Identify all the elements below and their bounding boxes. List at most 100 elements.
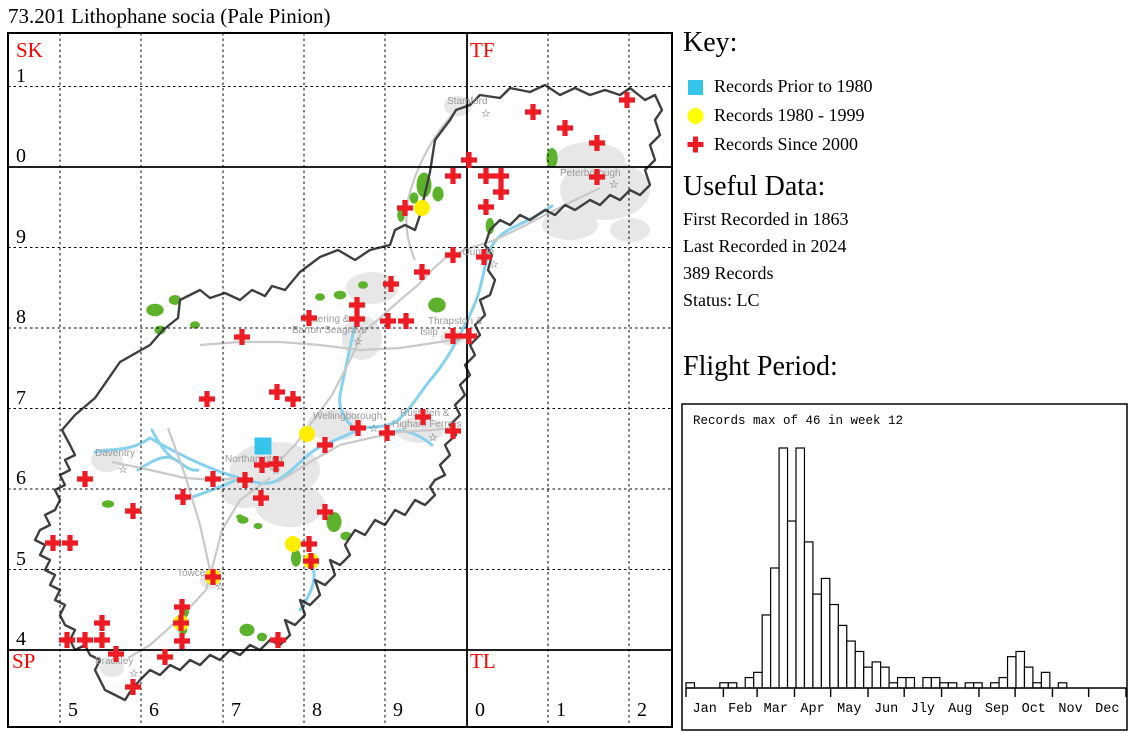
town-label: Oundle [462, 247, 495, 258]
town-label-line2: Islip [420, 327, 438, 338]
record-marker-since-2000 [175, 489, 191, 505]
flight-week-bar [922, 676, 932, 689]
grid-letter-label: SK [16, 38, 43, 62]
record-marker-since-2000 [478, 199, 494, 215]
flight-week-bar [1040, 671, 1051, 689]
woodland-patch [291, 549, 301, 567]
record-marker-since-2000 [199, 391, 215, 407]
record-marker-since-2000 [173, 615, 189, 632]
woodland-patch [358, 281, 368, 289]
grid-col-number: 2 [637, 699, 647, 721]
flight-week-bar [854, 650, 865, 689]
month-label: Jan [693, 702, 717, 717]
flight-week-bar [947, 682, 958, 689]
flight-week-bar [719, 682, 729, 689]
record-marker-since-2000 [124, 679, 141, 696]
flight-week-bar [998, 676, 1009, 689]
town-label: Kettering & [300, 314, 350, 325]
county-boundary [33, 83, 664, 702]
town-label: Daventry [95, 448, 135, 459]
woodland-patch [236, 514, 244, 520]
last-recorded: Last Recorded in 2024 [683, 236, 847, 256]
legend-item-1980-1999: Records 1980 - 1999 [686, 101, 872, 130]
woodland-patch [239, 623, 255, 637]
record-marker-pre-1980 [254, 437, 272, 455]
woodland-patch [253, 522, 263, 530]
month-label: Aug [948, 702, 972, 717]
grid-row-number: 7 [16, 387, 26, 409]
record-marker-since-2000 [237, 472, 253, 488]
record-marker-since-2000 [379, 425, 395, 441]
woodland-patch [101, 500, 115, 508]
record-marker-1980-1999 [299, 426, 315, 442]
record-marker-since-2000 [94, 632, 110, 649]
month-label: Dec [1095, 702, 1119, 717]
record-marker-since-2000 [478, 168, 494, 184]
record-marker-since-2000 [415, 409, 431, 425]
urban-area [610, 218, 650, 242]
map-legend: Records Prior to 1980 Records 1980 - 199… [686, 72, 872, 159]
flight-week-bar [863, 666, 873, 689]
woodland-patch [168, 295, 182, 305]
legend-item-pre-1980: Records Prior to 1980 [686, 72, 872, 101]
grid-col-number: 6 [149, 699, 159, 721]
record-marker-since-2000 [124, 503, 141, 519]
legend-item-since-2000: Records Since 2000 [686, 130, 872, 159]
record-marker-since-2000 [77, 471, 93, 487]
record-marker-since-2000 [619, 92, 636, 108]
woodland-patch [485, 217, 495, 235]
record-marker-since-2000 [350, 420, 366, 436]
town-star-icon: ☆ [428, 432, 438, 444]
flight-week-bar [770, 567, 780, 689]
grid-col-number: 7 [231, 699, 241, 721]
town-label: Wellingborough [313, 411, 382, 422]
record-marker-since-2000 [525, 104, 542, 120]
pre-1980-square-icon [688, 79, 703, 95]
road [269, 334, 362, 471]
town-star-icon: ☆ [353, 336, 363, 348]
record-marker-since-2000 [317, 437, 333, 453]
flight-week-bar [880, 666, 890, 689]
record-marker-since-2000 [303, 553, 319, 570]
river [93, 436, 152, 454]
urban-area [255, 483, 325, 527]
grid-letter-label: SP [12, 649, 35, 673]
town-label: Stamford [447, 96, 488, 107]
record-marker-since-2000 [45, 535, 62, 552]
woodland-patch [146, 303, 164, 317]
record-marker-since-2000 [301, 310, 317, 326]
record-marker-since-2000 [493, 168, 509, 184]
flight-week-bar [727, 682, 738, 689]
town-label: Peterborough [560, 168, 621, 179]
grid-row-number: 6 [16, 467, 26, 489]
month-label: Sep [985, 702, 1009, 717]
first-recorded: First Recorded in 1863 [683, 209, 849, 229]
record-marker-since-2000 [589, 135, 606, 151]
record-marker-since-2000 [349, 297, 365, 313]
record-marker-since-2000 [157, 649, 173, 666]
town-label-line2: Barton Seagrave [292, 325, 367, 336]
flight-week-bar [786, 520, 797, 689]
map-border [7, 32, 673, 728]
useful-data-heading: Useful Data: [683, 171, 826, 202]
record-marker-since-2000 [414, 264, 430, 280]
river [390, 429, 434, 447]
record-marker-1980-1999 [414, 200, 430, 216]
month-label: Feb [728, 702, 752, 717]
legend-label: Records 1980 - 1999 [714, 105, 865, 125]
record-marker-since-2000 [285, 391, 301, 407]
road [277, 426, 451, 483]
flight-week-bar [778, 447, 789, 689]
legend-label: Records Since 2000 [714, 134, 858, 154]
river [150, 428, 174, 460]
flight-week-bar [905, 676, 916, 689]
record-marker-since-2000 [317, 504, 333, 520]
record-marker-1980-1999 [285, 536, 301, 552]
flight-week-bar [1015, 650, 1026, 689]
month-label: Mar [764, 702, 788, 717]
flight-week-bar [795, 447, 806, 689]
record-marker-since-2000 [77, 632, 93, 649]
river [148, 204, 554, 485]
record-marker-since-2000 [380, 313, 396, 329]
record-marker-since-2000 [268, 456, 284, 472]
